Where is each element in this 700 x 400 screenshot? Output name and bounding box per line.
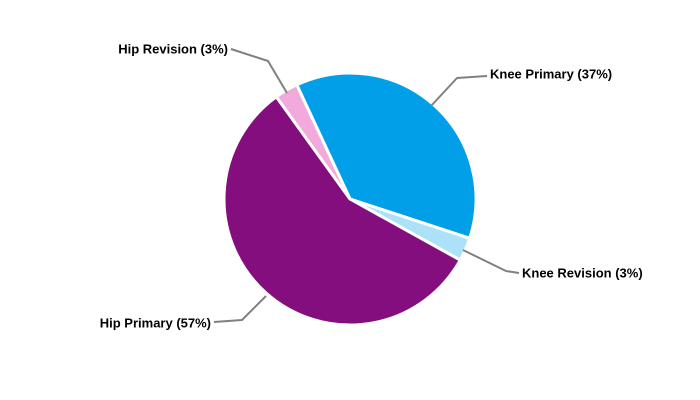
pie-slice-knee-primary <box>295 71 478 240</box>
leader-line-knee-primary <box>430 75 488 107</box>
leader-lines <box>213 48 520 323</box>
slice-label-hip-revision: Hip Revision (3%) <box>118 42 228 57</box>
slice-label-knee-revision: Knee Revision (3%) <box>522 266 643 281</box>
pie-slice-hip-primary <box>222 95 462 327</box>
leader-line-hip-revision <box>230 48 288 94</box>
leader-line-hip-primary <box>213 295 267 323</box>
slice-label-hip-primary: Hip Primary (57%) <box>100 316 211 331</box>
pie-slices <box>222 71 478 327</box>
leader-line-knee-revision <box>462 249 520 274</box>
slice-labels: Knee Primary (37%) Knee Revision (3%) Hip … <box>100 42 643 331</box>
slice-label-knee-primary: Knee Primary (37%) <box>490 67 612 82</box>
